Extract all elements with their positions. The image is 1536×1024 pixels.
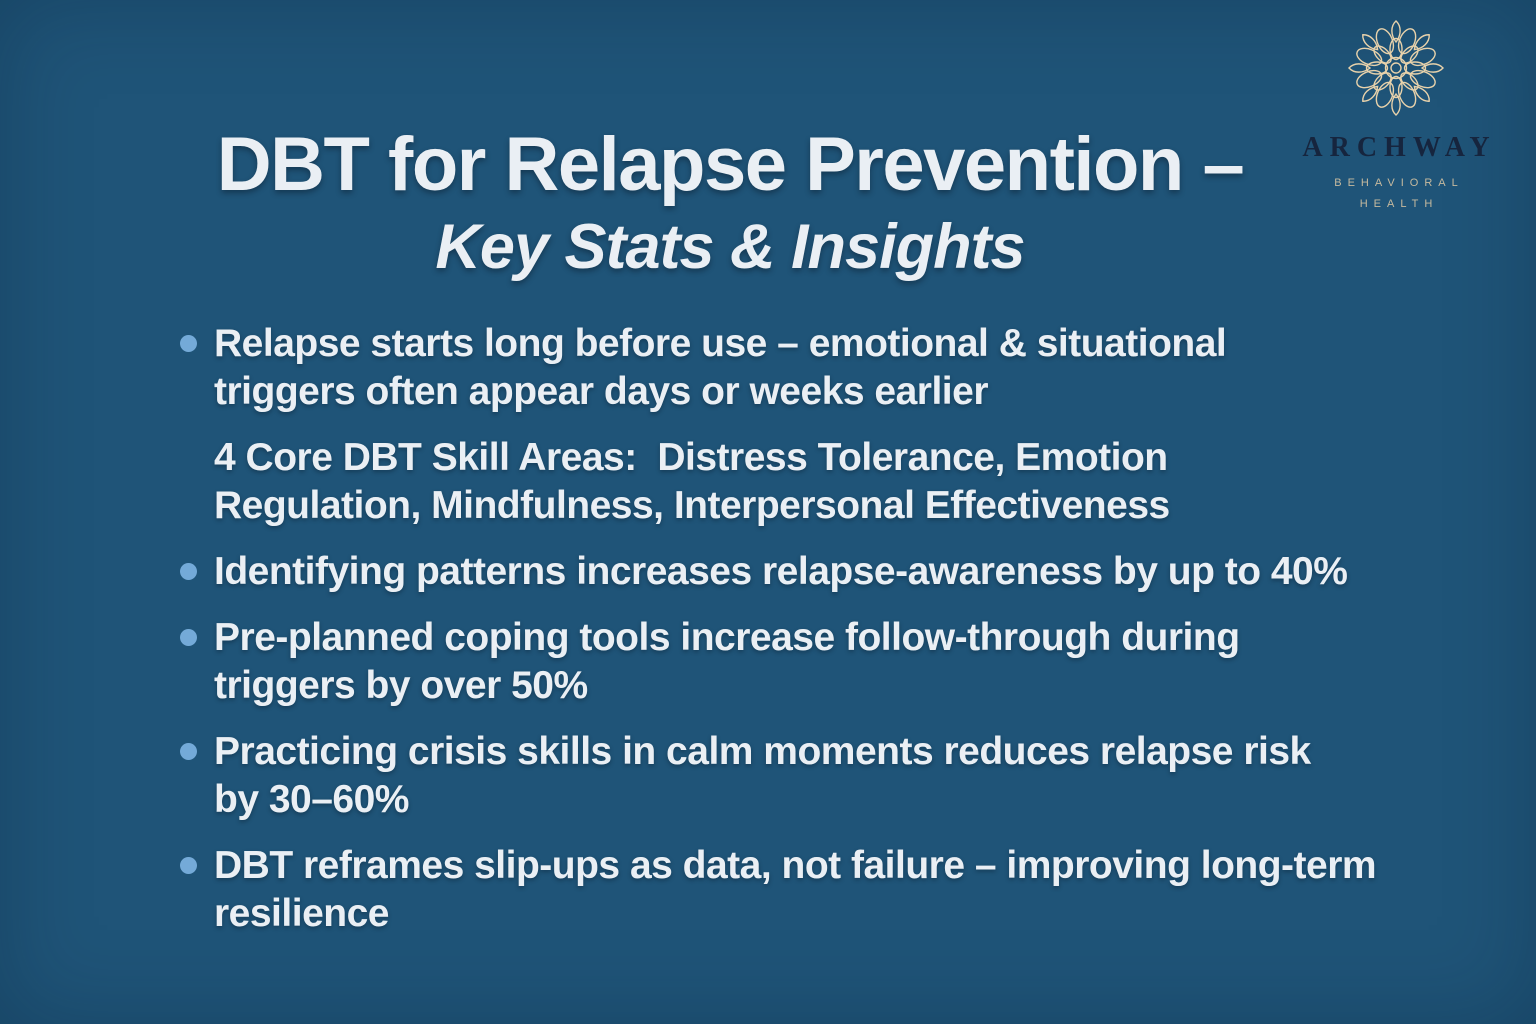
list-item: Practicing crisis skills in calm moments… bbox=[180, 728, 1470, 824]
bullet-text: Relapse starts long before use – emotion… bbox=[214, 322, 1227, 413]
bullet-list: Relapse starts long before use – emotion… bbox=[180, 320, 1470, 956]
logo-subtitle: BEHAVIORAL HEALTH bbox=[1284, 173, 1508, 215]
list-item: Identifying patterns increases relapse-a… bbox=[180, 548, 1470, 596]
list-item: Relapse starts long before use – emotion… bbox=[180, 320, 1470, 416]
bullet-text: Practicing crisis skills in calm moments… bbox=[214, 730, 1311, 821]
slide-title: DBT for Relapse Prevention – bbox=[216, 122, 1245, 207]
bullet-dot bbox=[180, 743, 197, 760]
bullet-text: Pre-planned coping tools increase follow… bbox=[214, 616, 1240, 707]
bullet-dot bbox=[180, 563, 197, 580]
bullet-dot bbox=[180, 629, 197, 646]
bullet-text: Identifying patterns increases relapse-a… bbox=[214, 550, 1348, 593]
logo-subtitle-line1: BEHAVIORAL bbox=[1334, 177, 1464, 189]
bullet-dot bbox=[180, 335, 197, 352]
title-block: DBT for Relapse Prevention – Key Stats &… bbox=[0, 122, 1460, 282]
list-item: 4 Core DBT Skill Areas: Distress Toleran… bbox=[180, 434, 1470, 530]
slide-subtitle: Key Stats & Insights bbox=[435, 212, 1025, 282]
mandala-flower-icon bbox=[1348, 20, 1444, 116]
list-item: DBT reframes slip-ups as data, not failu… bbox=[180, 842, 1470, 938]
list-item: Pre-planned coping tools increase follow… bbox=[180, 614, 1470, 710]
bullet-text: DBT reframes slip-ups as data, not failu… bbox=[214, 844, 1377, 935]
bullet-text: 4 Core DBT Skill Areas: Distress Toleran… bbox=[214, 436, 1170, 527]
logo: ARCHWAY BEHAVIORAL HEALTH bbox=[1284, 18, 1508, 215]
logo-subtitle-line2: HEALTH bbox=[1359, 198, 1439, 210]
logo-wordmark: ARCHWAY bbox=[1302, 132, 1497, 163]
bullet-dot bbox=[180, 857, 197, 874]
